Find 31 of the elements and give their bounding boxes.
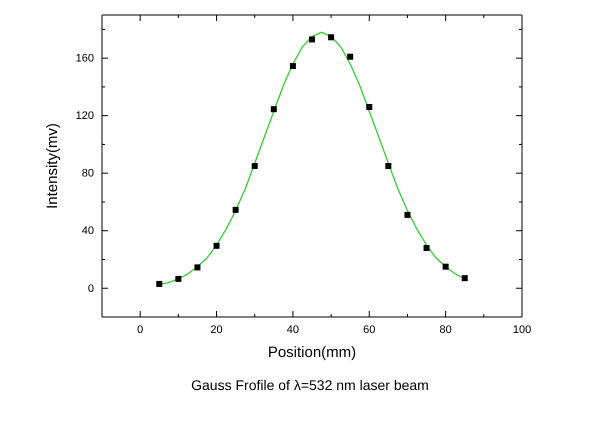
y-tick-label: 40 [82, 225, 94, 238]
y-tick-label: 120 [76, 110, 94, 122]
point [404, 212, 410, 218]
x-tick-label: 60 [363, 324, 376, 336]
point [156, 280, 162, 287]
x-tick-label: 80 [440, 324, 452, 336]
point [366, 104, 372, 110]
point [442, 264, 449, 270]
point [309, 36, 315, 42]
text: Gauss Frofile of λ=532 nm laser beam [191, 377, 429, 393]
point [194, 264, 200, 270]
x-tick-label: 100 [512, 324, 532, 336]
x-tick-label: 20 [210, 324, 223, 336]
x-axis-title: Position(mm) [268, 344, 356, 361]
y-axis-title: Intensity(mv) [44, 123, 61, 209]
point [270, 106, 277, 112]
point [424, 244, 430, 251]
point [175, 276, 182, 282]
point [328, 34, 334, 40]
point [462, 275, 468, 282]
point [385, 163, 392, 169]
x-tick-label: 0 [137, 324, 144, 336]
point [252, 163, 258, 169]
point [290, 63, 296, 70]
point [214, 242, 220, 249]
x-tick-label: 40 [286, 324, 300, 336]
y-tick-label: 0 [88, 282, 94, 295]
point [232, 206, 239, 213]
point [347, 54, 354, 60]
y-tick-label: 160 [76, 52, 94, 65]
y-tick-label: 80 [82, 168, 94, 180]
